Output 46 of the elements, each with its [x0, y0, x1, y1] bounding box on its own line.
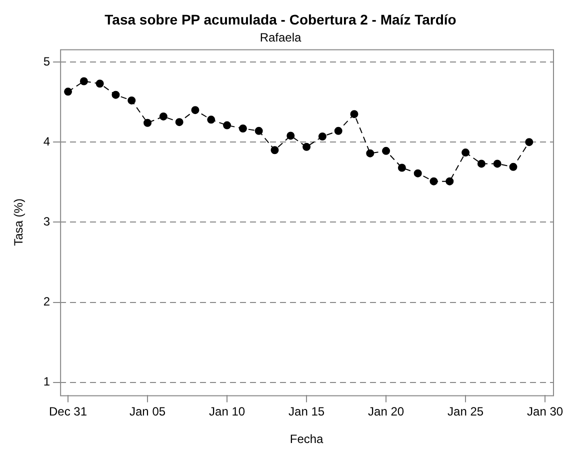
x-tick-label: Jan 25: [448, 404, 484, 419]
point: [223, 121, 232, 130]
point: [128, 96, 136, 104]
chart-subtitle: Rafaela: [260, 30, 302, 44]
y-tick-label: 5: [43, 54, 50, 68]
chart-title: Tasa sobre PP acumulada - Cobertura 2 - Maíz Tardío: [104, 11, 456, 28]
point: [112, 90, 120, 99]
point: [175, 118, 184, 126]
point: [350, 110, 358, 118]
y-tick-label: 4: [43, 134, 50, 148]
point: [334, 126, 342, 135]
y-axis-title: Tasa (%): [12, 198, 26, 246]
point: [286, 132, 295, 140]
x-tick-label: Jan 05: [130, 404, 166, 419]
x-tick-label: Jan 15: [288, 404, 325, 419]
point: [207, 116, 216, 124]
point: [96, 80, 104, 88]
x-tick-label: Jan 30: [527, 404, 564, 419]
point: [144, 118, 152, 127]
point: [509, 162, 518, 171]
x-axis-title: Fecha: [290, 432, 324, 446]
y-tick-label: 2: [43, 294, 50, 309]
point: [191, 106, 200, 114]
point: [462, 148, 470, 157]
point: [238, 124, 247, 132]
point: [525, 138, 534, 146]
point: [366, 149, 374, 158]
point: [270, 146, 279, 154]
point: [302, 142, 311, 151]
point: [414, 169, 422, 178]
point: [430, 177, 438, 186]
point: [493, 160, 502, 168]
x-tick-label: Jan 10: [209, 404, 246, 419]
x-tick-label: Jan 20: [368, 404, 404, 419]
point: [159, 112, 168, 120]
point: [80, 77, 88, 86]
y-tick-label: 1: [43, 374, 50, 389]
x-tick-label: Dec 31: [49, 404, 88, 419]
point: [398, 164, 406, 172]
point: [318, 132, 326, 140]
point: [254, 126, 263, 135]
point: [382, 146, 390, 155]
point: [64, 88, 72, 96]
point: [446, 177, 454, 186]
y-tick-label: 3: [43, 214, 50, 229]
point: [477, 160, 486, 168]
